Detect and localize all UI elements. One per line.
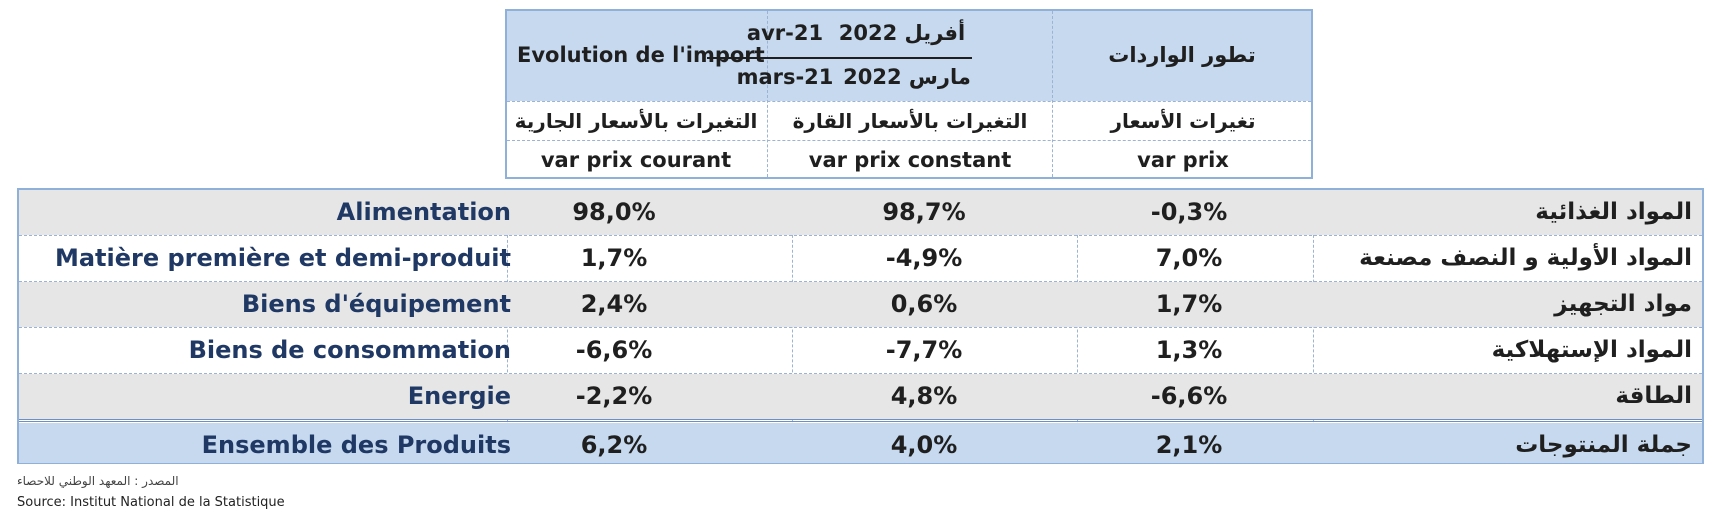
col-constant-prices-ar: التغيرات بالأسعار القارة: [792, 109, 1028, 133]
total-prices: 2,1%: [1155, 431, 1223, 459]
header-divider: [1052, 11, 1053, 177]
value-current-prices: 2,4%: [580, 290, 648, 318]
value-prices: 1,7%: [1155, 290, 1223, 318]
value-current-prices: -2,2%: [575, 382, 653, 410]
period-end-fr: mars-21: [736, 65, 834, 89]
row-divider: [19, 281, 1702, 282]
value-constant-prices: 98,7%: [882, 198, 966, 226]
table-row: Matière première et demi-produit 1,7% -4…: [19, 236, 1702, 281]
total-label-ar: جملة المنتوجات: [1515, 432, 1692, 458]
col-current-prices-fr: var prix courant: [540, 148, 732, 172]
value-constant-prices: 4,8%: [890, 382, 958, 410]
value-prices: -0,3%: [1150, 198, 1228, 226]
period-fraction-bar: [707, 57, 865, 59]
table-row: Biens de consommation -6,6% -7,7% 1,3% ا…: [19, 328, 1702, 373]
row-label-fr: Alimentation: [336, 198, 511, 226]
total-label-fr: Ensemble des Produits: [201, 431, 511, 459]
value-prices: 7,0%: [1155, 244, 1223, 272]
value-constant-prices: -7,7%: [885, 336, 963, 364]
row-divider: [19, 327, 1702, 328]
period-fraction-bar: [852, 57, 972, 59]
row-label-ar: المواد الغذائية: [1535, 199, 1692, 225]
value-prices: -6,6%: [1150, 382, 1228, 410]
period-start-fr: avr-21: [746, 21, 824, 45]
col-current-prices-ar: التغيرات بالأسعار الجارية: [514, 109, 758, 133]
value-constant-prices: -4,9%: [885, 244, 963, 272]
row-label-fr: Energie: [407, 382, 511, 410]
row-divider: [19, 373, 1702, 374]
row-label-ar: مواد التجهيز: [1554, 291, 1692, 317]
total-constant-prices: 4,0%: [890, 431, 958, 459]
data-table: Alimentation 98,0% 98,7% -0,3% المواد ال…: [17, 188, 1704, 464]
row-label-ar: الطاقة: [1615, 383, 1692, 409]
period-end-ar: مارس 2022: [843, 65, 971, 89]
title-french: Evolution de l'import: [517, 43, 765, 67]
table-row: Alimentation 98,0% 98,7% -0,3% المواد ال…: [19, 190, 1702, 235]
col-prices-fr: var prix: [1137, 148, 1229, 172]
source-french: Source: Institut National de la Statisti…: [17, 495, 285, 510]
header-divider: [507, 140, 1311, 141]
source-arabic: المصدر : المعهد الوطني للاحصاء: [17, 474, 179, 488]
row-label-fr: Biens d'équipement: [241, 290, 511, 318]
table-row: Energie -2,2% 4,8% -6,6% الطاقة: [19, 374, 1702, 419]
total-current-prices: 6,2%: [580, 431, 648, 459]
header-title-band: [507, 11, 1311, 101]
period-start-ar: أفريل 2022: [838, 21, 966, 45]
row-label-ar: المواد الإستهلاكية: [1491, 337, 1692, 363]
total-divider: [19, 419, 1702, 422]
value-current-prices: 98,0%: [572, 198, 656, 226]
col-prices-ar: تغيرات الأسعار: [1110, 109, 1256, 133]
row-label-fr: Biens de consommation: [188, 336, 511, 364]
table-header: Evolution de l'import avr-21 mars-21 أفر…: [505, 9, 1313, 179]
row-divider: [19, 235, 1702, 236]
value-current-prices: -6,6%: [575, 336, 653, 364]
title-arabic: تطور الواردات: [1108, 43, 1256, 67]
row-label-fr: Matière première et demi-produit: [54, 244, 511, 272]
value-prices: 1,3%: [1155, 336, 1223, 364]
value-current-prices: 1,7%: [580, 244, 648, 272]
row-label-ar: المواد الأولية و النصف مصنعة: [1359, 245, 1692, 271]
table-row: Biens d'équipement 2,4% 0,6% 1,7% مواد ا…: [19, 282, 1702, 327]
value-constant-prices: 0,6%: [890, 290, 958, 318]
total-row: Ensemble des Produits 6,2% 4,0% 2,1% جمل…: [19, 423, 1702, 463]
header-divider: [507, 101, 1311, 102]
col-constant-prices-fr: var prix constant: [808, 148, 1012, 172]
header-divider: [767, 11, 768, 177]
